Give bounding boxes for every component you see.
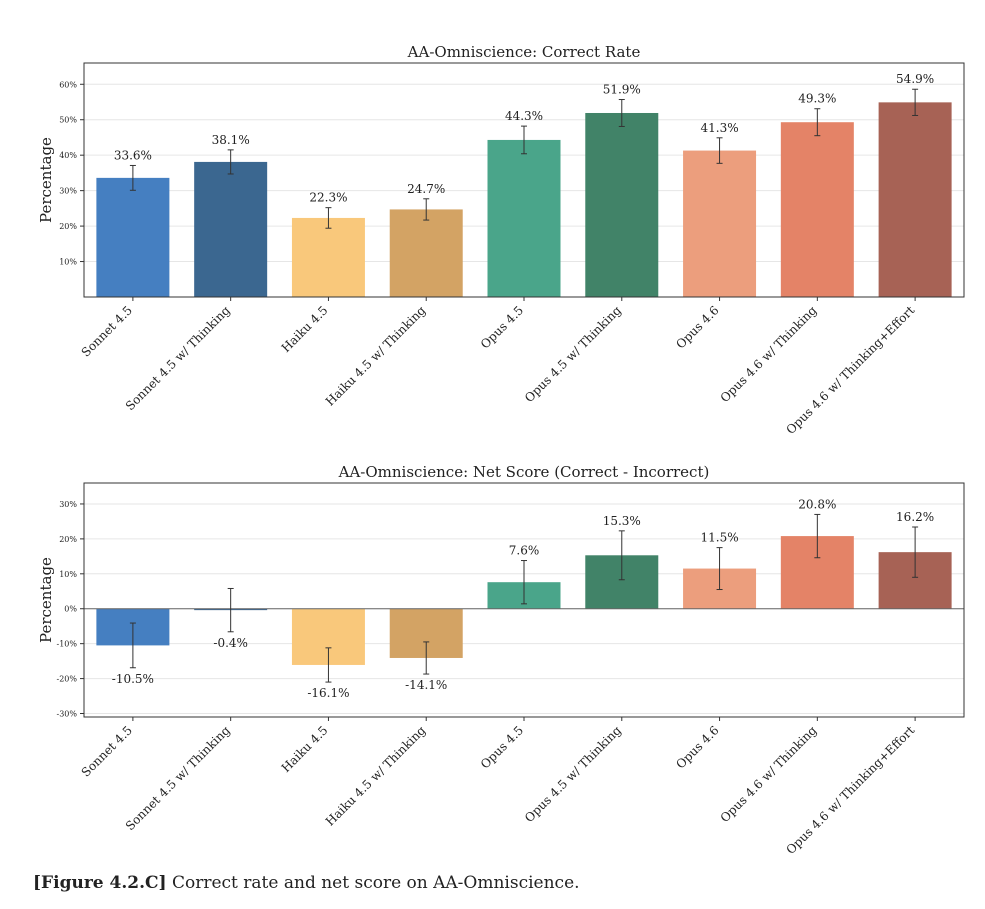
bar: [194, 161, 268, 297]
data-label: 44.3%: [505, 109, 543, 123]
data-label: 7.6%: [509, 544, 540, 558]
bar: [878, 102, 952, 297]
y-tick-label: -30%: [57, 710, 78, 719]
x-tick-label: Opus 4.6: [673, 723, 721, 771]
bar: [683, 150, 757, 297]
y-tick-label: 60%: [59, 80, 77, 89]
data-label: 33.6%: [114, 148, 152, 162]
y-tick-label: 20%: [59, 535, 77, 544]
data-label: 49.3%: [798, 92, 836, 106]
bar: [389, 209, 463, 297]
x-tick-label: Sonnet 4.5: [79, 303, 135, 359]
x-tick-label: Opus 4.6 w/ Thinking: [718, 723, 820, 825]
x-tick-label: Sonnet 4.5 w/ Thinking: [123, 303, 233, 413]
y-axis-label: Percentage: [37, 557, 55, 643]
figure-caption: [Figure 4.2.C] Correct rate and net scor…: [33, 873, 580, 893]
x-tick-label: Opus 4.6 w/ Thinking: [718, 303, 820, 405]
data-label: 54.9%: [896, 72, 934, 86]
bar: [585, 112, 659, 297]
x-tick-label: Opus 4.6: [673, 303, 721, 351]
chart-title: AA-Omniscience: Correct Rate: [407, 43, 641, 61]
y-axis-label: Percentage: [37, 137, 55, 223]
x-tick-label: Haiku 4.5: [279, 303, 331, 355]
y-tick-label: 50%: [59, 116, 77, 125]
y-tick-label: 10%: [59, 258, 77, 267]
y-tick-label: 10%: [59, 570, 77, 579]
correct-rate-chart: 33.6% 38.1% 22.3% 24.7% 44.3% 51.9% 41.3% 49.3%…: [37, 43, 965, 437]
bar: [487, 139, 561, 297]
figure-caption-label: [Figure 4.2.C]: [33, 873, 167, 893]
data-label: -16.1%: [307, 686, 349, 700]
data-label: -14.1%: [405, 678, 447, 692]
bar: [96, 177, 170, 297]
data-label: -0.4%: [213, 636, 248, 650]
x-tick-label: Opus 4.5 w/ Thinking: [522, 303, 624, 405]
x-tick-label: Opus 4.5: [478, 303, 526, 351]
y-tick-label: -10%: [57, 640, 78, 649]
y-tick-label: 30%: [59, 187, 77, 196]
y-tick-label: 40%: [59, 151, 77, 160]
x-tick-label: Opus 4.5: [478, 723, 526, 771]
y-tick-label: -20%: [57, 675, 78, 684]
figure-caption-text: Correct rate and net score on AA-Omnisci…: [171, 873, 580, 893]
net-score-chart: -10.5% -0.4% -16.1% -14.1% 7.6% 15.3% 11.5% 20.…: [37, 463, 965, 857]
y-tick-label: 30%: [59, 500, 77, 509]
x-tick-label: Haiku 4.5 w/ Thinking: [323, 303, 429, 409]
x-tick-label: Opus 4.5 w/ Thinking: [522, 723, 624, 825]
x-tick-label: Sonnet 4.5 w/ Thinking: [123, 723, 233, 833]
data-label: 38.1%: [212, 133, 250, 147]
data-label: 41.3%: [700, 121, 738, 135]
data-label: 11.5%: [700, 531, 738, 545]
bar: [291, 217, 365, 297]
data-label: 16.2%: [896, 510, 934, 524]
data-label: 51.9%: [603, 83, 641, 97]
data-label: 15.3%: [603, 514, 641, 528]
x-tick-label: Haiku 4.5: [279, 723, 331, 775]
data-label: 20.8%: [798, 497, 836, 511]
bar: [780, 122, 854, 297]
data-label: 22.3%: [309, 191, 347, 205]
y-tick-label: 0%: [64, 605, 77, 614]
chart-title: AA-Omniscience: Net Score (Correct - Inc…: [338, 463, 710, 481]
x-tick-label: Sonnet 4.5: [79, 723, 135, 779]
y-tick-label: 20%: [59, 222, 77, 231]
x-tick-label: Haiku 4.5 w/ Thinking: [323, 723, 429, 829]
data-label: -10.5%: [112, 672, 154, 686]
data-label: 24.7%: [407, 182, 445, 196]
